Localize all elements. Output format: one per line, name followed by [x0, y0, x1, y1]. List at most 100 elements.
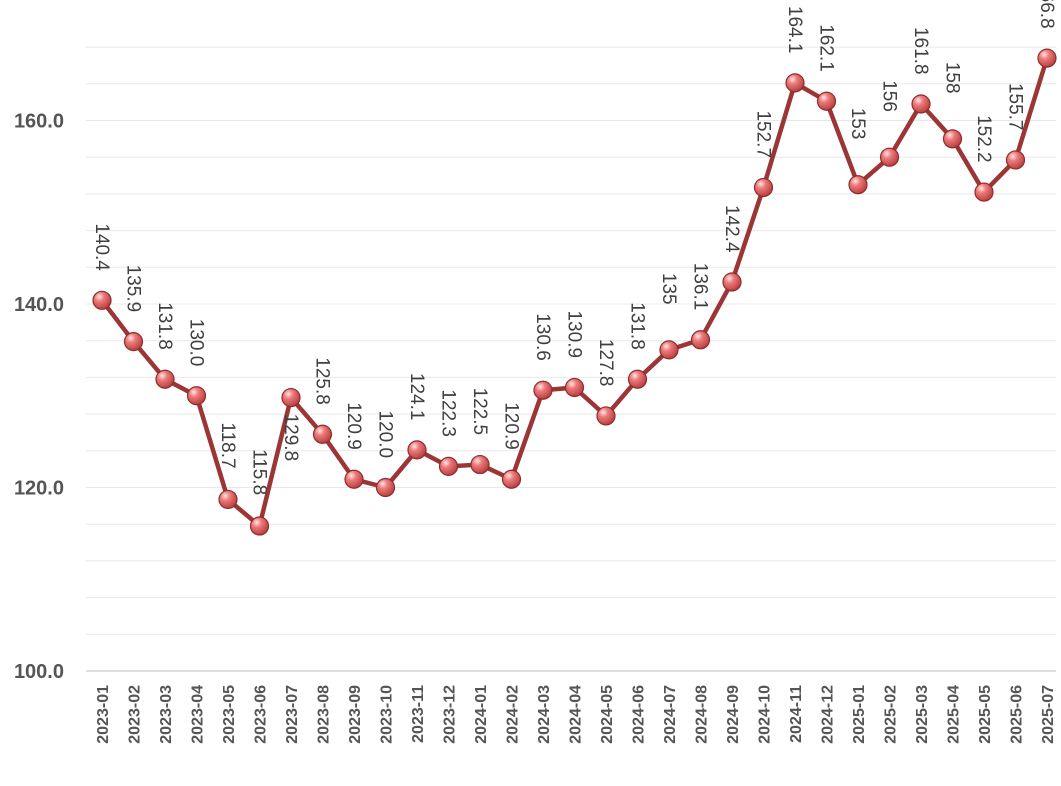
data-point [470, 454, 490, 475]
data-label: 115.8 [249, 449, 270, 495]
x-tick-label: 2025-06 [1009, 685, 1026, 744]
data-point [596, 406, 616, 426]
data-point [974, 182, 994, 202]
x-tick-label: 2023-12 [442, 685, 459, 744]
x-tick-label: 2023-11 [410, 685, 427, 743]
data-label: 127.8 [595, 339, 616, 387]
data-label: 156 [879, 80, 900, 112]
data-label: 130.9 [564, 310, 585, 358]
data-label: 120.9 [501, 402, 522, 450]
data-point [722, 272, 742, 292]
data-label: 125.8 [312, 357, 333, 405]
x-tick-label: 2023-03 [158, 685, 175, 744]
data-label: 152.7 [753, 110, 774, 158]
data-point [1037, 48, 1057, 68]
data-point [312, 424, 333, 444]
y-tick-label: 120.0 [14, 478, 64, 500]
data-label: 140.4 [91, 223, 112, 271]
data-label-group: 140.4 135.9 131.8 130.0 118.7 115.8 129.8 125.8… [91, 0, 1057, 495]
series-line-group [99, 55, 1050, 529]
data-label: 130.6 [532, 313, 553, 361]
data-point [785, 73, 805, 93]
data-label: 124.1 [406, 373, 427, 421]
x-tick-label: 2024-05 [599, 685, 616, 744]
x-tick-label: 2025-05 [977, 685, 994, 744]
data-point [816, 91, 837, 111]
data-point [564, 377, 585, 398]
data-point [407, 440, 427, 460]
data-point [659, 340, 679, 360]
data-label: 135 [658, 273, 679, 305]
data-label: 155.7 [1005, 83, 1026, 131]
x-tick-label: 2023-09 [347, 685, 364, 744]
data-point-group [92, 48, 1057, 536]
data-point [249, 516, 270, 536]
data-point [879, 147, 900, 167]
data-point [627, 369, 648, 389]
x-tick-label: 2025-03 [914, 685, 931, 744]
data-label: 162.1 [816, 24, 837, 72]
data-label: 153 [847, 108, 868, 140]
data-label: 118.7 [217, 422, 238, 468]
y-tick-label: 100.0 [14, 661, 64, 683]
x-tick-label: 2023-02 [127, 685, 144, 744]
data-point [848, 175, 868, 195]
data-label: 120.0 [375, 411, 396, 459]
x-tick-label: 2025-01 [851, 685, 868, 744]
x-tick-label: 2024-02 [505, 685, 522, 744]
data-point [753, 177, 774, 198]
data-point [942, 129, 963, 149]
x-tick-label: 2024-08 [694, 685, 711, 744]
x-tick-label: 2024-01 [473, 685, 490, 744]
data-point [344, 469, 364, 489]
x-tick-label: 2024-12 [820, 685, 837, 744]
x-tick-label: 2024-07 [662, 685, 679, 744]
data-point [123, 332, 144, 352]
data-label: 142.4 [721, 205, 742, 253]
data-label: 136.1 [690, 263, 711, 311]
data-point [438, 456, 459, 476]
x-tick-label: 2023-08 [316, 685, 333, 744]
data-label: 161.8 [910, 27, 931, 75]
x-tick-label: 2025-04 [946, 685, 963, 744]
x-tick-label: 2024-03 [536, 685, 553, 744]
data-point [375, 477, 396, 498]
x-tick-label: 2024-10 [757, 685, 774, 744]
data-point [186, 386, 207, 406]
data-label: 129.8 [280, 414, 301, 462]
x-tick-label: 2024-04 [568, 685, 585, 744]
x-tick-label: 2024-09 [725, 685, 742, 744]
data-point [281, 387, 301, 408]
series-line [99, 55, 1050, 529]
data-point [533, 380, 553, 400]
axes: 100.0 120.0 140.0 160.0 2023-01 2023-02 2023-0… [14, 111, 1057, 744]
data-label: 131.8 [154, 302, 175, 350]
x-tick-label: 2023-10 [379, 685, 396, 744]
data-label: 131.8 [627, 302, 648, 350]
y-tick-label: 140.0 [14, 294, 64, 316]
x-tick-label: 2023-05 [221, 685, 238, 744]
x-tick-label: 2025-02 [883, 685, 900, 744]
data-label: 130.0 [186, 319, 207, 367]
data-point [501, 469, 522, 489]
x-tick-label: 2023-06 [253, 685, 270, 744]
x-tick-label: 2024-11 [788, 685, 805, 743]
x-tick-label: 2025-07 [1040, 685, 1057, 744]
data-label: 152.2 [973, 115, 994, 163]
data-label: 122.5 [469, 388, 490, 436]
data-label: 122.3 [438, 389, 459, 437]
data-label: 120.9 [343, 402, 364, 450]
data-point [218, 489, 238, 510]
data-point [690, 330, 711, 350]
x-tick-label: 2023-04 [190, 685, 207, 744]
data-point [1005, 150, 1026, 170]
data-point [155, 369, 175, 389]
data-label: 135.9 [123, 265, 144, 313]
data-label: 164.1 [784, 6, 805, 54]
x-tick-label: 2023-01 [95, 685, 112, 744]
y-tick-label: 160.0 [14, 111, 64, 133]
x-tick-label: 2024-06 [631, 685, 648, 744]
x-tick-label: 2023-07 [284, 685, 301, 744]
